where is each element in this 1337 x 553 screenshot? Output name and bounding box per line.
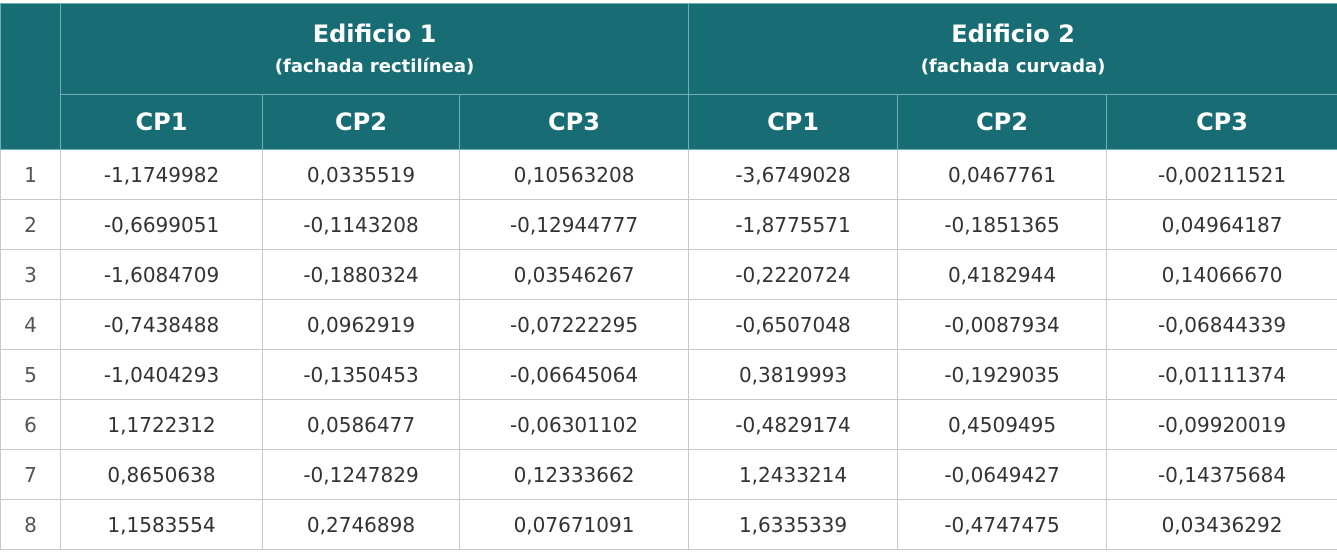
table-row: 3 -1,6084709 -0,1880324 0,03546267 -0,222072… <box>0 249 1337 300</box>
pca-scores-table: Edificio 1 (fachada rectilínea) Edificio… <box>0 3 1337 550</box>
table-cell: -0,09920019 <box>1106 399 1337 450</box>
table-cell: 0,4182944 <box>897 249 1108 300</box>
group-subtitle: (fachada rectilínea) <box>274 56 475 77</box>
table-cell: 1,1583554 <box>60 499 263 550</box>
table-row: 2 -0,6699051 -0,1143208 -0,12944777 -1,87755… <box>0 199 1337 250</box>
table-cell: 1,1722312 <box>60 399 263 450</box>
group-subtitle: (fachada curvada) <box>920 56 1106 77</box>
table-cell: -0,06301102 <box>458 399 690 450</box>
table-cell: -0,0087934 <box>897 299 1108 350</box>
group-title: Edificio 1 <box>312 20 437 48</box>
column-header: CP3 <box>458 94 690 150</box>
table-row: 8 1,1583554 0,2746898 0,07671091 1,6335339 -0… <box>0 499 1337 550</box>
table-cell: -1,8775571 <box>688 199 899 250</box>
row-index-cell: 1 <box>0 149 61 200</box>
table-cell: -0,06645064 <box>458 349 690 400</box>
table-cell: -0,4747475 <box>897 499 1108 550</box>
table-cell: -0,12944777 <box>458 199 690 250</box>
table-row: 4 -0,7438488 0,0962919 -0,07222295 -0,650704… <box>0 299 1337 350</box>
row-index-cell: 3 <box>0 249 61 300</box>
table-cell: -0,1880324 <box>262 249 460 300</box>
table-cell: 1,6335339 <box>688 499 899 550</box>
table-cell: 0,04964187 <box>1106 199 1337 250</box>
table-cell: -0,6507048 <box>688 299 899 350</box>
table-row: 6 1,1722312 0,0586477 -0,06301102 -0,4829174… <box>0 399 1337 450</box>
table-cell: 0,0467761 <box>897 149 1108 200</box>
table-row: 5 -1,0404293 -0,1350453 -0,06645064 0,381999… <box>0 349 1337 400</box>
table-cell: -0,4829174 <box>688 399 899 450</box>
table-cell: -0,06844339 <box>1106 299 1337 350</box>
table-cell: -0,1350453 <box>262 349 460 400</box>
table-cell: 0,8650638 <box>60 449 263 500</box>
table-body: 1 -1,1749982 0,0335519 0,10563208 -3,6749028… <box>0 149 1337 550</box>
table-cell: -0,14375684 <box>1106 449 1337 500</box>
table-cell: 0,07671091 <box>458 499 690 550</box>
table-cell: 0,0962919 <box>262 299 460 350</box>
table-cell: 0,14066670 <box>1106 249 1337 300</box>
table-cell: 0,2746898 <box>262 499 460 550</box>
column-header: CP2 <box>262 94 460 150</box>
table-row: 1 -1,1749982 0,0335519 0,10563208 -3,6749028… <box>0 149 1337 200</box>
table-cell: -1,6084709 <box>60 249 263 300</box>
column-header: CP3 <box>1106 94 1337 150</box>
column-header-row: CP1 CP2 CP3 CP1 CP2 CP3 <box>1 94 1337 150</box>
group-title: Edificio 2 <box>951 20 1075 48</box>
group-header-row: Edificio 1 (fachada rectilínea) Edificio… <box>0 3 1337 150</box>
column-header: CP1 <box>60 94 263 150</box>
group-header-building-2: Edificio 2 (fachada curvada) <box>688 3 1337 95</box>
table-cell: -0,00211521 <box>1106 149 1337 200</box>
table-cell: -0,1851365 <box>897 199 1108 250</box>
table-cell: -0,01111374 <box>1106 349 1337 400</box>
table-cell: -0,1143208 <box>262 199 460 250</box>
table-cell: 0,3819993 <box>688 349 899 400</box>
table-cell: 0,03546267 <box>458 249 690 300</box>
data-table-container: Edificio 1 (fachada rectilínea) Edificio… <box>0 3 1337 550</box>
table-cell: 0,0335519 <box>262 149 460 200</box>
row-index-cell: 8 <box>0 499 61 550</box>
table-cell: -0,1929035 <box>897 349 1108 400</box>
table-cell: 0,4509495 <box>897 399 1108 450</box>
group-header-building-1: Edificio 1 (fachada rectilínea) <box>59 3 690 95</box>
table-cell: 0,12333662 <box>458 449 690 500</box>
table-cell: 0,0586477 <box>262 399 460 450</box>
table-cell: -1,0404293 <box>60 349 263 400</box>
table-cell: -0,7438488 <box>60 299 263 350</box>
table-row: 7 0,8650638 -0,1247829 0,12333662 1,2433214-… <box>0 449 1337 500</box>
table-cell: 0,03436292 <box>1106 499 1337 550</box>
table-cell: -1,1749982 <box>60 149 263 200</box>
row-index-cell: 4 <box>0 299 61 350</box>
row-index-cell: 5 <box>0 349 61 400</box>
table-cell: -3,6749028 <box>688 149 899 200</box>
table-cell: -0,0649427 <box>897 449 1108 500</box>
table-cell: -0,07222295 <box>458 299 690 350</box>
table-cell: -0,6699051 <box>60 199 263 250</box>
row-index-cell: 7 <box>0 449 61 500</box>
column-header: CP1 <box>688 94 899 150</box>
column-header: CP2 <box>897 94 1108 150</box>
table-cell: 0,10563208 <box>458 149 690 200</box>
corner-header-cell <box>0 3 61 150</box>
table-cell: 1,2433214 <box>688 449 899 500</box>
table-cell: -0,2220724 <box>688 249 899 300</box>
table-cell: -0,1247829 <box>262 449 460 500</box>
row-index-cell: 6 <box>0 399 61 450</box>
row-index-cell: 2 <box>0 199 61 250</box>
